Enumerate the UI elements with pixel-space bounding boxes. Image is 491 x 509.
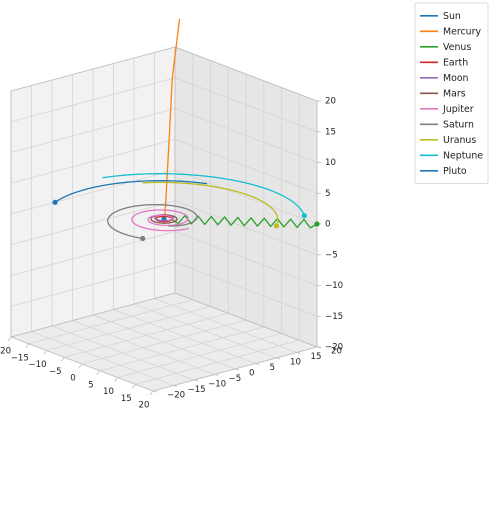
legend-label-venus: Venus: [443, 42, 471, 53]
z-tick-label: 10: [325, 158, 336, 168]
series-line-saturn: [107, 203, 198, 240]
gridline-z: [174, 200, 318, 256]
pane-edge: [10, 292, 176, 338]
y-tick-label: 5: [270, 363, 275, 373]
gridline-y: [31, 331, 174, 386]
x-tick-mark: [25, 343, 30, 349]
y-tick-mark: [234, 368, 240, 371]
x-axis-ticks: −20−15−10−5 0 5 10 15 20: [0, 336, 154, 411]
series-lines: [52, 18, 320, 242]
y-axis-ticks: −20−15−10−5 0 5 10 15 20: [152, 347, 342, 401]
y-tick-mark: [173, 385, 178, 387]
y-tick-mark: [193, 379, 199, 382]
x-tick-mark: [7, 336, 12, 342]
x-tick-label: 10: [103, 387, 114, 397]
z-tick-label: 5: [325, 189, 330, 199]
series-line-mercury: [163, 18, 181, 217]
z-tick-label: 15: [325, 127, 336, 137]
y-tick-label: 20: [331, 347, 342, 357]
x-tick-mark: [131, 384, 136, 389]
y-tick-mark: [296, 352, 301, 354]
legend-label-uranus: Uranus: [443, 135, 476, 146]
y-tick-mark: [275, 357, 281, 360]
pane-edge: [174, 292, 318, 348]
y-tick-mark: [255, 363, 260, 365]
series-marker-neptune: [301, 213, 307, 219]
y-tick-mark: [214, 374, 219, 376]
legend-label-sun: Sun: [443, 11, 461, 22]
gridline-z: [10, 200, 176, 246]
y-tick-label: 0: [249, 369, 254, 379]
y-tick-label: −15: [188, 385, 206, 395]
legend-label-pluto: Pluto: [443, 166, 467, 177]
z-axis-ticks: −20 −15 −10 −5 0 5 10 15 20: [317, 97, 343, 353]
series-line-neptune: [102, 173, 305, 216]
series-marker-pluto: [52, 199, 58, 205]
x-tick-label: −15: [11, 353, 29, 363]
x-tick-label: 5: [88, 380, 93, 390]
gridline-z: [10, 169, 176, 215]
gridline-z: [174, 261, 318, 317]
legend-label-earth: Earth: [443, 57, 468, 68]
y-tick-label: 15: [311, 352, 322, 362]
z-tick-label: −15: [325, 312, 343, 322]
x-tick-label: 15: [121, 394, 132, 404]
legend-label-jupiter: Jupiter: [442, 104, 474, 115]
gridline-z: [10, 261, 176, 307]
x-tick-mark: [114, 377, 118, 382]
gridline-z: [10, 231, 176, 276]
gridline-z: [174, 169, 318, 225]
x-tick-label: 20: [139, 401, 150, 411]
series-line-jupiter: [131, 209, 190, 232]
z-tick-label: 0: [325, 220, 330, 230]
gridline-z: [10, 77, 176, 123]
z-tick-label: 20: [325, 97, 336, 107]
gridline-y: [154, 298, 297, 353]
z-tick-label: −5: [325, 250, 338, 260]
legend-label-mercury: Mercury: [443, 26, 481, 37]
series-marker-uranus: [273, 223, 280, 229]
x-tick-mark: [78, 363, 83, 369]
gridline-y: [72, 320, 215, 375]
x-tick-label: −10: [28, 360, 46, 370]
gridline-y: [113, 309, 256, 364]
gridline-z: [174, 231, 318, 286]
gridline-z: [174, 77, 318, 133]
z-tick-label: −20: [325, 343, 343, 353]
gridline-y: [133, 303, 277, 359]
x-tick-label: 0: [70, 374, 75, 384]
y-tick-label: −10: [208, 380, 226, 390]
legend-label-saturn: Saturn: [443, 119, 474, 130]
x-tick-mark: [43, 350, 47, 355]
y-tick-label: 10: [290, 358, 301, 368]
x-tick-mark: [149, 390, 154, 396]
gridline-y: [51, 325, 195, 381]
legend-label-mars: Mars: [443, 88, 466, 99]
y-tick-label: −20: [167, 391, 185, 401]
gridline-z: [10, 108, 176, 153]
y-tick-label: −5: [229, 374, 242, 384]
legend-box: [414, 2, 489, 184]
x-tick-mark: [96, 370, 101, 376]
legend: Sun Mercury Venus Earth Moon Mars Jupiter Satur…: [414, 2, 489, 184]
y-tick-mark: [152, 390, 158, 393]
pane-edge: [10, 46, 176, 92]
series-marker-saturn: [140, 235, 146, 242]
gridline-y: [92, 314, 236, 370]
series-marker-venus: [314, 221, 320, 227]
series-line-pluto: [54, 180, 208, 203]
series-line-uranus: [142, 181, 279, 227]
gridline-z: [174, 108, 318, 163]
gridline-z: [174, 138, 318, 194]
x-tick-label: −5: [49, 367, 62, 377]
legend-label-moon: Moon: [443, 73, 469, 84]
z-tick-label: −10: [325, 281, 343, 291]
legend-label-neptune: Neptune: [443, 150, 483, 161]
pane-edge: [174, 46, 318, 102]
x-tick-label: −20: [0, 347, 11, 357]
x-tick-mark: [60, 357, 65, 362]
gridline-z: [10, 138, 176, 184]
